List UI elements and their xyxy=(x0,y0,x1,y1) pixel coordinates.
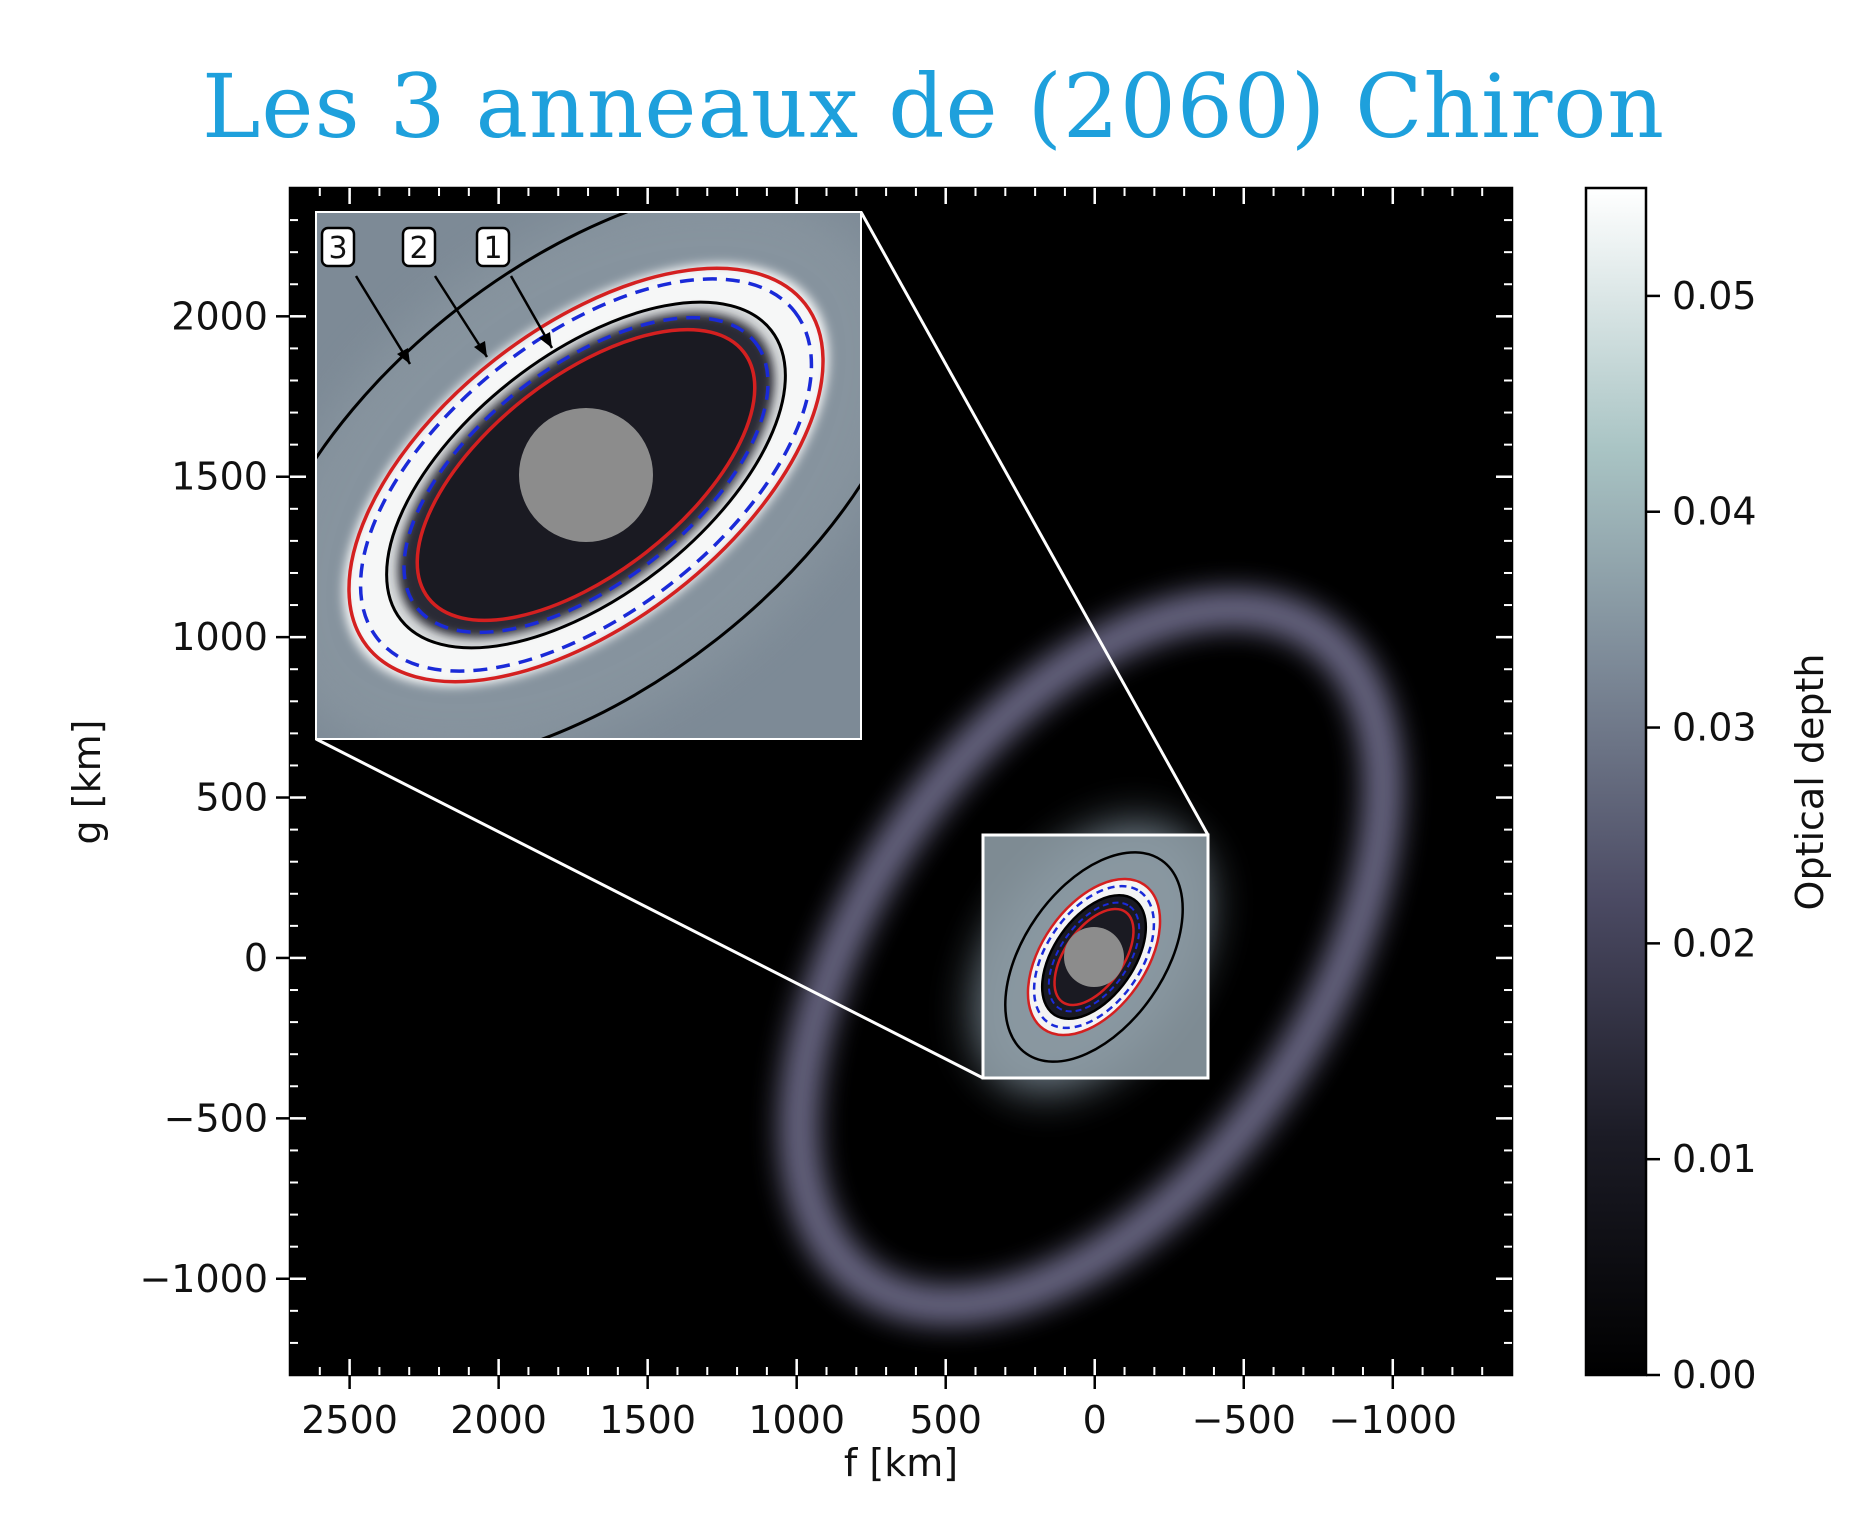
colorbar-gradient xyxy=(1584,186,1648,1377)
zoom-region xyxy=(981,833,1210,1080)
x-tick-label: 2000 xyxy=(450,1398,547,1442)
colorbar-ticks: 0.00 0.01 0.02 0.03 0.04 0.05 xyxy=(1646,274,1757,1397)
x-tick-label: −500 xyxy=(1192,1398,1296,1442)
inset-ring-2-inner xyxy=(415,327,757,623)
plot-frame xyxy=(288,186,1514,1377)
chiron-body-small xyxy=(1064,927,1124,987)
inset-ring-1 xyxy=(385,300,787,650)
inset-ring-2-outer xyxy=(347,266,825,684)
colorbar-tick-label: 0.00 xyxy=(1672,1353,1757,1397)
ring-tag-2: 2 xyxy=(401,226,489,358)
inset-frame xyxy=(315,211,862,740)
x-tick-label: 1500 xyxy=(599,1398,696,1442)
colorbar-label: Optical depth xyxy=(1788,654,1832,911)
connector-line-bottom xyxy=(315,737,984,1080)
colorbar: 0.00 0.01 0.02 0.03 0.04 0.05 Optical depth xyxy=(1584,186,1832,1397)
y-tick-label: −500 xyxy=(164,1096,268,1140)
x-tick-label: 0 xyxy=(1083,1398,1107,1442)
y-tick-label: 1000 xyxy=(171,615,268,659)
zoom-box xyxy=(981,833,1210,1080)
ring-tag-3: 3 xyxy=(320,226,412,365)
colorbar-tick-label: 0.03 xyxy=(1672,706,1757,750)
chart-title: Les 3 anneaux de (2060) Chiron xyxy=(201,55,1666,158)
colorbar-tick-label: 0.05 xyxy=(1672,274,1757,318)
svg-text:3: 3 xyxy=(328,231,347,266)
inset-panel: 3 2 1 xyxy=(316,212,861,739)
chiron-body xyxy=(519,408,653,542)
svg-text:1: 1 xyxy=(483,231,502,266)
y-tick-label: 500 xyxy=(195,776,268,820)
y-axis-label: g [km] xyxy=(65,720,109,845)
svg-text:2: 2 xyxy=(409,231,428,266)
connector-line-top xyxy=(859,211,1210,836)
x-axis-label: f [km] xyxy=(844,1441,958,1485)
colorbar-tick-label: 0.04 xyxy=(1672,490,1757,534)
x-axis: 2500 2000 1500 1000 500 0 −500 −1000 xyxy=(301,188,1484,1442)
y-tick-label: −1000 xyxy=(139,1257,268,1301)
x-tick-label: 2500 xyxy=(301,1398,398,1442)
x-tick-label: 1000 xyxy=(748,1398,845,1442)
x-tick-label: 500 xyxy=(909,1398,982,1442)
inset-ring-2-dashed-outer xyxy=(358,277,814,673)
y-tick-label: 2000 xyxy=(171,294,268,338)
x-tick-label: −1000 xyxy=(1329,1398,1458,1442)
plot-area: 3 2 1 xyxy=(290,188,1512,1375)
y-tick-label: 1500 xyxy=(171,455,268,499)
y-axis: 2000 1500 1000 500 0 −500 −1000 xyxy=(139,219,1512,1344)
ring-tag-1: 1 xyxy=(475,226,554,349)
y-tick-label: 0 xyxy=(244,936,268,980)
inset-ring-2-dashed-inner xyxy=(402,315,770,635)
outer-diffuse-ring xyxy=(778,588,1404,1326)
colorbar-tick-label: 0.01 xyxy=(1672,1137,1757,1181)
colorbar-tick-label: 0.02 xyxy=(1672,921,1757,965)
